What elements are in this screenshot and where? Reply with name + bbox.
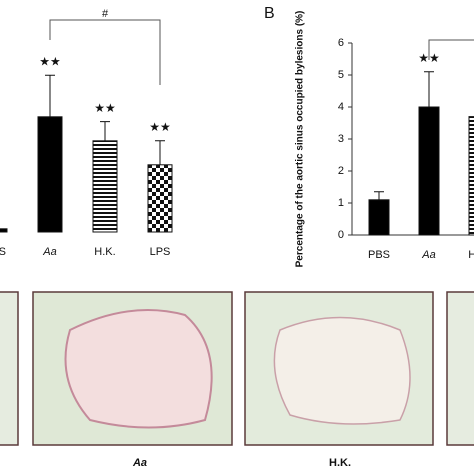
- tissue: [64, 309, 213, 429]
- error-bar: [155, 140, 165, 165]
- error-bar: [424, 71, 434, 107]
- x-tick-label: Aa: [421, 249, 435, 261]
- bar: [147, 164, 173, 233]
- error-bar: [100, 121, 110, 141]
- x-tick-label: H.K.: [468, 249, 474, 261]
- y-tick-label: 0: [338, 229, 344, 241]
- tissue: [273, 316, 411, 425]
- x-tick-label: H.K.: [94, 246, 115, 258]
- image-caption: H.K.: [329, 457, 351, 469]
- image-panel: [0, 291, 19, 446]
- bar: [468, 116, 474, 236]
- significance-mark: ★★: [39, 54, 61, 68]
- x-tick-label: LPS: [150, 246, 171, 258]
- bar: [0, 228, 8, 233]
- bracket: [49, 19, 161, 85]
- panel-label: B: [264, 5, 275, 22]
- significance-mark: ★★: [94, 101, 116, 115]
- y-tick-label: 3: [338, 133, 344, 145]
- image-panel: [446, 291, 474, 446]
- y-tick-label: 6: [338, 37, 344, 49]
- bracket: [428, 39, 474, 60]
- y-tick-label: 5: [338, 69, 344, 81]
- error-bar: [374, 191, 384, 200]
- y-tick-label: 1: [338, 197, 344, 209]
- image-caption: Aa: [132, 457, 147, 469]
- bar: [37, 116, 63, 233]
- image-panels: Aa H.K.: [0, 291, 474, 469]
- bar: [418, 106, 440, 236]
- bar: [368, 199, 390, 236]
- bracket-label: #: [102, 8, 109, 20]
- y-axis-label: Percentage of the aortic sinus occupied …: [295, 11, 306, 268]
- bar: [92, 140, 118, 233]
- y-tick-label: 4: [338, 101, 344, 113]
- significance-mark: ★★: [149, 120, 171, 134]
- error-bar: [45, 74, 55, 117]
- y-tick-label: 2: [338, 165, 344, 177]
- x-tick-label: PBS: [0, 246, 6, 258]
- x-tick-label: Aa: [42, 246, 56, 258]
- x-tick-label: PBS: [368, 249, 390, 261]
